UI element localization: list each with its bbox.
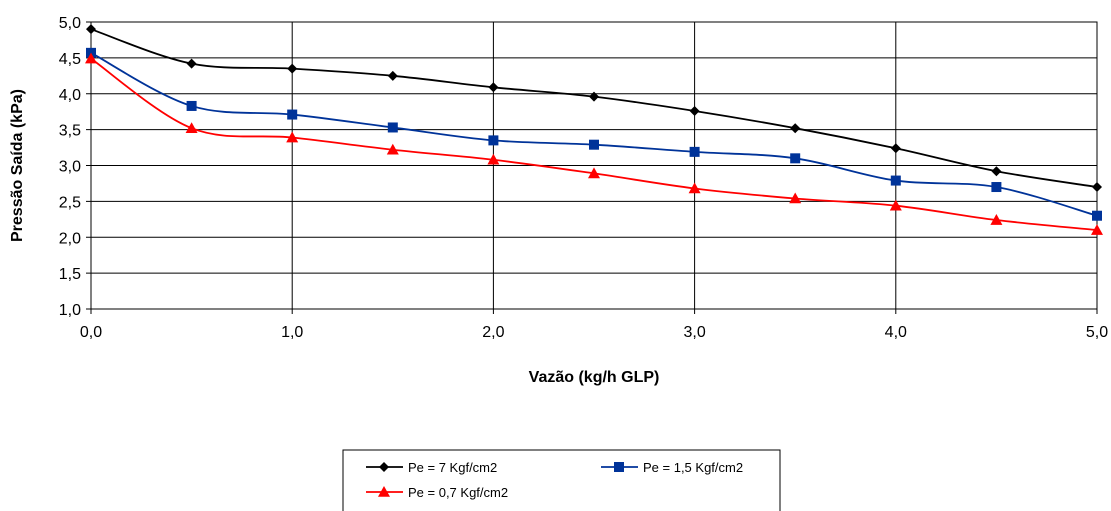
y-tick-label: 5,0 [59,15,81,32]
x-axis-title: Vazão (kg/h GLP) [529,369,660,386]
data-point [86,24,96,35]
data-point [689,105,700,116]
data-point [185,122,198,133]
legend-label: Pe = 0,7 Kgf/cm2 [408,485,508,500]
legend-label: Pe = 1,5 Kgf/cm2 [643,460,743,475]
data-point [487,153,500,165]
x-axis: 0,0 1,0 2,0 3,0 4,0 5,0 [80,309,1108,341]
data-point [588,167,600,179]
data-point [386,143,399,155]
x-tick-label: 3,0 [683,324,705,341]
data-point [889,199,902,211]
data-point [85,52,97,64]
data-point [689,146,700,157]
x-tick-label: 5,0 [1086,324,1108,341]
data-point [991,182,1002,193]
legend: Pe = 7 Kgf/cm2 Pe = 1,5 Kgf/cm2 Pe = 0,7 K… [342,449,781,511]
y-tick-label: 4,5 [59,51,81,68]
y-tick-label: 1,5 [59,266,81,283]
y-tick-label: 2,5 [59,194,81,211]
data-point [1092,210,1102,221]
legend-marker [378,486,390,497]
data-point [186,58,197,69]
x-tick-label: 0,0 [80,324,102,341]
data-point [286,131,299,143]
data-point [991,166,1002,177]
data-point [1091,224,1103,235]
legend-box [342,449,781,511]
legend-entry: Pe = 1,5 Kgf/cm2 [601,460,743,475]
y-axis: 1,0 1,5 2,0 2,5 3,0 3,5 4,0 4,5 5,0 [59,15,91,319]
y-axis-title: Pressão Saída (kPa) [9,89,26,242]
data-point [790,123,801,134]
series-3 [85,52,1103,235]
y-tick-label: 1,0 [59,302,81,319]
data-point [186,100,197,111]
x-tick-label: 2,0 [482,324,504,341]
data-point [688,182,701,194]
series-layer [85,24,1103,235]
data-point [890,143,901,154]
x-tick-label: 1,0 [281,324,303,341]
data-point [890,175,901,186]
data-point [1092,182,1102,193]
data-point [287,63,298,74]
data-point [789,192,802,204]
series-line [90,52,1098,217]
series-2 [86,47,1102,221]
y-tick-label: 2,0 [59,230,81,247]
legend-entry: Pe = 0,7 Kgf/cm2 [366,485,508,500]
legend-entry: Pe = 7 Kgf/cm2 [366,460,497,475]
data-point [790,153,801,164]
x-tick-label: 4,0 [885,324,907,341]
data-point [488,82,499,93]
data-point [990,214,1003,225]
series-1 [86,24,1102,193]
legend-marker [379,462,389,472]
series-line [90,28,1098,188]
legend-label: Pe = 7 Kgf/cm2 [408,460,497,475]
data-point [287,109,298,120]
data-point [589,139,599,150]
grid [90,21,1098,310]
data-point [387,122,398,133]
y-tick-label: 4,0 [59,87,81,104]
legend-marker [614,462,624,472]
data-point [589,91,599,102]
data-point [387,70,398,81]
y-tick-label: 3,5 [59,123,81,140]
y-tick-label: 3,0 [59,159,81,176]
data-point [488,135,499,146]
